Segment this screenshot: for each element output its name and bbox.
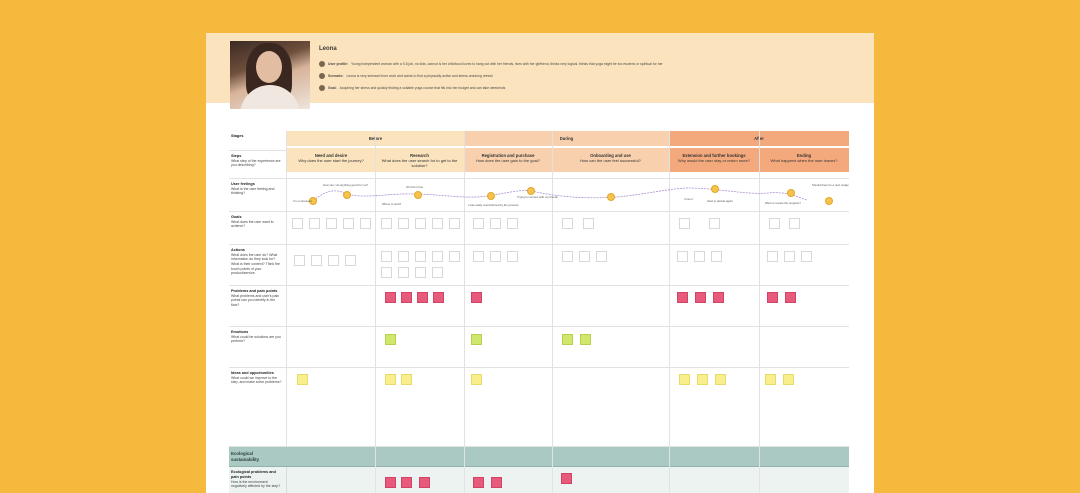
emoji-face-icon [825, 197, 833, 205]
emoji-face-icon [787, 189, 795, 197]
stage-need: Need and desire Why does the user start t… [287, 148, 375, 172]
stage-ending: Ending What happens when the user leaves? [759, 148, 849, 172]
emoji-face-icon [527, 187, 535, 195]
row-feelings: User feelings What is the user feeling an… [229, 179, 849, 212]
phase-during: During [464, 131, 669, 146]
row-label-stages: Stages [229, 131, 287, 150]
row-problems: Problems and pain points What problems an… [229, 286, 849, 327]
persona-goal: Goal: Acquiring her stress and quickly fi… [319, 85, 505, 91]
scenario-icon [319, 73, 325, 79]
row-actions: Actions What does the user do? What infor… [229, 245, 849, 286]
feeling-note: Hard to decide again [707, 199, 733, 203]
feeling-note: How can I do anything good for me? [323, 183, 368, 187]
feeling-note: Where to start? [382, 202, 402, 206]
persona-panel: Leona User profile: Young independent wom… [206, 33, 874, 109]
emoji-face-icon [487, 192, 495, 200]
row-ideas: Ideas and opportunities What could we imp… [229, 368, 849, 447]
emoji-face-icon [309, 197, 317, 205]
persona-user-profile: User profile: Young independent woman wit… [319, 61, 663, 67]
eco-section-header: Ecological sustainability [229, 447, 849, 467]
stage-onboarding: Onboarding and use How can the user feel … [552, 148, 669, 172]
journey-map-board: Leona User profile: Young independent wom… [206, 33, 874, 493]
stage-extension: Extension and further bookings Why would … [669, 148, 759, 172]
feeling-note: Want to review the program? [765, 201, 801, 205]
feeling-note: Oh this is fine [406, 185, 423, 189]
row-goals: Goals What does the user want to achieve? [229, 212, 849, 245]
feeling-note: I was really overwhelmed by the process [468, 203, 519, 207]
row-steps: Steps What step of the experience are you… [229, 151, 849, 179]
feeling-note: Trying to connect with my friends [517, 195, 558, 199]
feeling-note: I'm so stressed [293, 199, 312, 203]
persona-scenario: Scenario: Leona is very stressed from wor… [319, 73, 493, 79]
emoji-face-icon [607, 193, 615, 201]
goal-icon [319, 85, 325, 91]
row-eco-problems: Ecological problems and pain points How i… [229, 467, 849, 493]
feeling-note: Should there be a next nudge [812, 183, 849, 187]
persona-photo [230, 41, 310, 109]
emoji-face-icon [711, 185, 719, 193]
feeling-note: I love it [684, 197, 693, 201]
row-emotions: Emotions What could be solutions are you … [229, 327, 849, 368]
feelings-curve [312, 187, 808, 202]
emoji-face-icon [343, 191, 351, 199]
stage-registration: Registration and purchase How does the us… [464, 148, 552, 172]
stage-research: Research What does the user search for to… [375, 148, 464, 172]
emoji-face-icon [414, 191, 422, 199]
persona-name: Leona [319, 46, 337, 52]
user-icon [319, 61, 325, 67]
